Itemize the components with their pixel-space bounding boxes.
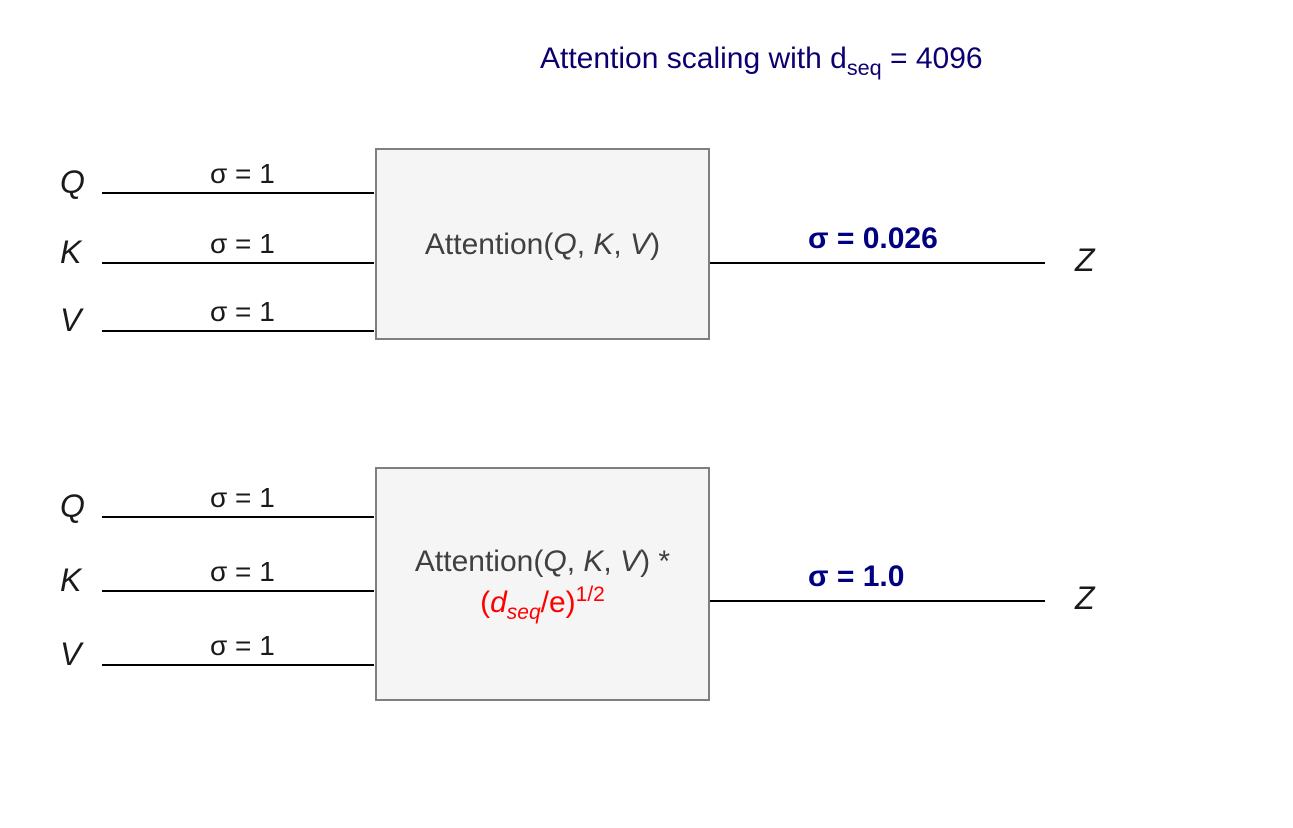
input-line-bottom-v [102, 664, 374, 666]
input-line-bottom-q [102, 516, 374, 518]
input-var-bottom-v: V [60, 636, 81, 673]
output-line-bottom [710, 600, 1045, 602]
sigma-in-label-bottom-v: σ = 1 [210, 630, 275, 662]
attention-block-top: Attention(Q, K, V) [375, 148, 710, 340]
input-var-bottom-k: K [60, 562, 81, 599]
input-var-top-k: K [60, 234, 81, 271]
output-var-top: Z [1075, 242, 1095, 279]
sigma-in-label-top-k: σ = 1 [210, 228, 275, 260]
sigma-in-label-top-q: σ = 1 [210, 158, 275, 190]
sigma-out-label-bottom: σ = 1.0 [808, 560, 904, 594]
sigma-out-label-top: σ = 0.026 [808, 222, 938, 256]
input-line-top-v [102, 330, 374, 332]
output-var-bottom: Z [1075, 580, 1095, 617]
attention-block-bottom: Attention(Q, K, V) *(dseq/e)1/2 [375, 467, 710, 701]
diagram-canvas: Attention scaling with dseq = 4096 Atten… [0, 0, 1293, 828]
sigma-in-label-bottom-k: σ = 1 [210, 556, 275, 588]
input-line-bottom-k [102, 590, 374, 592]
input-var-top-v: V [60, 302, 81, 339]
input-line-top-q [102, 192, 374, 194]
sigma-in-label-bottom-q: σ = 1 [210, 482, 275, 514]
input-var-top-q: Q [60, 164, 85, 201]
input-var-bottom-q: Q [60, 488, 85, 525]
diagram-title: Attention scaling with dseq = 4096 [540, 42, 983, 81]
input-line-top-k [102, 262, 374, 264]
sigma-in-label-top-v: σ = 1 [210, 296, 275, 328]
output-line-top [710, 262, 1045, 264]
